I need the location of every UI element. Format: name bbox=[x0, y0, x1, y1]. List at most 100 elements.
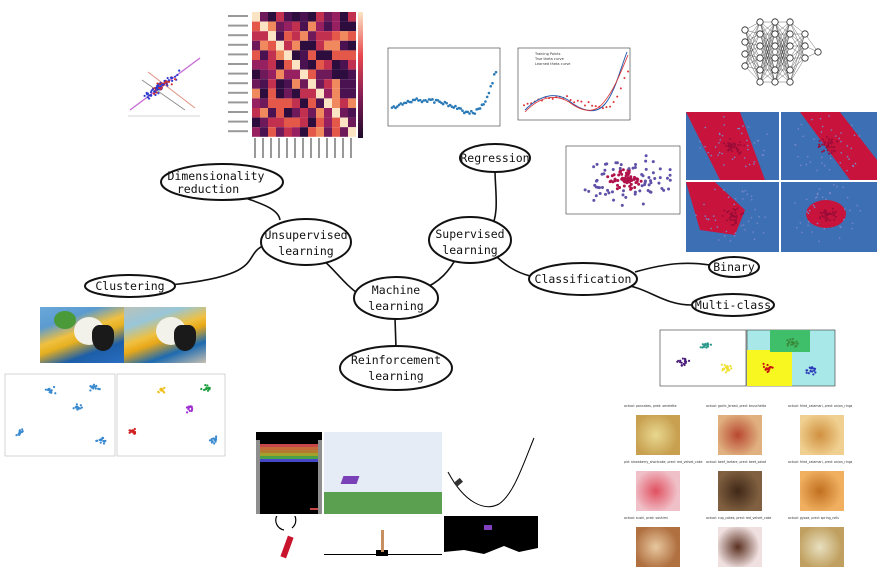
fit-point bbox=[583, 104, 586, 107]
boundary-point bbox=[704, 145, 706, 148]
boundary-point bbox=[843, 208, 846, 210]
multiclass-point bbox=[786, 344, 789, 347]
heatmap-col-label bbox=[310, 138, 312, 158]
multiclass-point bbox=[684, 360, 688, 363]
boundary-point bbox=[830, 145, 833, 148]
cluster-point bbox=[133, 430, 137, 434]
nn-edge bbox=[744, 45, 761, 67]
multiclass-point bbox=[729, 364, 732, 368]
cluster-point bbox=[215, 435, 218, 438]
cluster-point bbox=[214, 440, 217, 443]
heatmap-cell bbox=[300, 31, 308, 41]
node-multiclass[interactable]: Multi-class bbox=[691, 293, 775, 317]
boundary-point bbox=[807, 220, 810, 223]
heatmap-cell bbox=[340, 79, 348, 89]
fit-point bbox=[616, 95, 619, 98]
cluster-point bbox=[200, 387, 203, 391]
regression-point bbox=[485, 95, 489, 99]
node-regression[interactable]: Regression bbox=[459, 143, 531, 173]
nn-edge bbox=[744, 33, 761, 67]
heatmap-cell bbox=[276, 88, 284, 99]
boundary-point bbox=[838, 137, 841, 140]
heatmap-cell bbox=[340, 69, 348, 80]
boundary-point bbox=[811, 231, 813, 233]
heatmap-cell bbox=[252, 12, 260, 22]
pca-point bbox=[146, 96, 149, 99]
regression-point bbox=[448, 103, 452, 107]
node-binary[interactable]: Binary bbox=[708, 256, 760, 278]
classification-point bbox=[649, 181, 653, 185]
cluster-point bbox=[92, 385, 96, 388]
multiclass-point bbox=[724, 371, 728, 374]
heatmap-cell bbox=[316, 60, 324, 70]
node-center[interactable]: Machine learning bbox=[353, 276, 439, 320]
heatmap-cell bbox=[268, 127, 276, 137]
heatmap-row-label bbox=[228, 130, 248, 133]
cluster-point bbox=[52, 385, 56, 389]
boundary-point bbox=[833, 212, 836, 215]
classification-point bbox=[667, 187, 671, 191]
heatmap-cell bbox=[268, 40, 276, 51]
fit-point bbox=[627, 70, 629, 73]
pca-point bbox=[178, 69, 181, 72]
classification-point bbox=[595, 162, 599, 166]
nn-node bbox=[786, 42, 794, 50]
multiclass-point bbox=[683, 357, 686, 360]
cluster-point bbox=[98, 387, 101, 391]
boundary-point bbox=[816, 192, 819, 195]
heatmap-col-label bbox=[334, 138, 336, 158]
node-reinforcement[interactable]: Reinforcement learning bbox=[339, 345, 453, 391]
node-classification[interactable]: Classification bbox=[528, 262, 638, 296]
classification-point bbox=[636, 177, 640, 181]
boundary-point bbox=[802, 135, 805, 138]
node-unsupervised[interactable]: Unsupervised learning bbox=[260, 218, 352, 266]
heatmap-cell bbox=[324, 108, 332, 118]
regression-point bbox=[494, 70, 498, 74]
classification-point bbox=[633, 165, 637, 169]
boundary-point bbox=[846, 155, 849, 158]
classification-point bbox=[638, 189, 642, 193]
game-bipedal-walker bbox=[324, 432, 442, 514]
node-dimensionality[interactable]: Dimensionality reduction bbox=[160, 163, 284, 201]
heatmap-cell bbox=[276, 50, 284, 60]
heatmap-cell bbox=[348, 40, 356, 51]
regression-point bbox=[459, 107, 463, 110]
regression-scatter-image bbox=[387, 47, 501, 127]
heatmap-cell bbox=[340, 117, 348, 128]
cluster-point bbox=[207, 387, 210, 391]
fit-point bbox=[609, 105, 612, 108]
cluster-point bbox=[90, 386, 93, 389]
boundary-point bbox=[834, 215, 837, 218]
nn-node bbox=[756, 66, 764, 74]
regression-point bbox=[404, 101, 408, 105]
heatmap-cell bbox=[276, 98, 284, 108]
boundary-point bbox=[740, 224, 743, 227]
heatmap-cell bbox=[252, 117, 260, 128]
boundary-point bbox=[825, 198, 827, 200]
heatmap-cell bbox=[252, 69, 260, 80]
boundary-point bbox=[809, 161, 812, 163]
heatmap-cell bbox=[340, 98, 348, 108]
regression-point bbox=[420, 100, 424, 104]
boundary-point bbox=[729, 142, 732, 145]
classification-point bbox=[621, 189, 625, 193]
boundary-point bbox=[723, 124, 726, 126]
heatmap-cell bbox=[324, 69, 332, 80]
boundary-point bbox=[750, 195, 753, 198]
boundary-point bbox=[747, 148, 749, 151]
node-clustering[interactable]: Clustering bbox=[84, 274, 176, 298]
cluster-point bbox=[101, 436, 104, 440]
cluster-point bbox=[72, 407, 75, 410]
node-supervised[interactable]: Supervised learning bbox=[428, 216, 512, 264]
heatmap-cell bbox=[260, 69, 268, 80]
multiclass-point bbox=[762, 362, 765, 365]
pca-point bbox=[157, 84, 160, 87]
boundary-point bbox=[727, 196, 730, 199]
boundary-point bbox=[827, 142, 830, 145]
boundary-point bbox=[823, 209, 826, 212]
heatmap-col-label bbox=[270, 138, 272, 158]
cluster-point bbox=[75, 406, 78, 409]
classification-point bbox=[606, 188, 610, 192]
heatmap-cell bbox=[268, 12, 276, 22]
heatmap-cell bbox=[252, 60, 260, 70]
